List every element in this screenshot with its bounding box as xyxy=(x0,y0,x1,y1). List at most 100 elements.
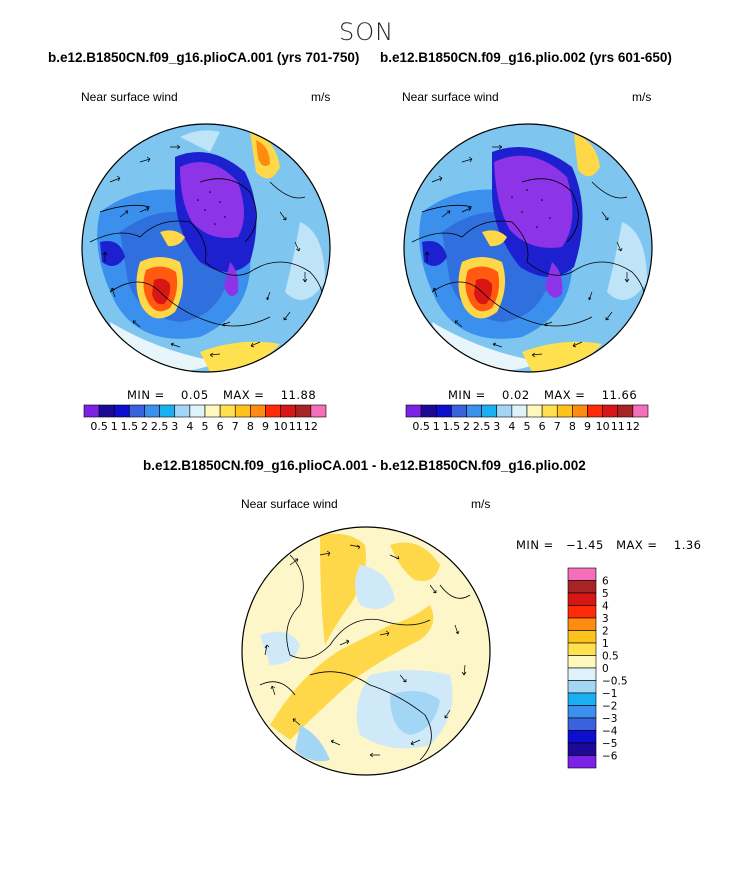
colorbar-1-swatch xyxy=(83,404,100,418)
panel-2-max-label: MAX = xyxy=(543,388,586,402)
colorbar-2-tick-label: 12 xyxy=(626,420,640,433)
panel-1-units-label: m/s xyxy=(311,90,331,104)
colorbar-1-swatch xyxy=(295,404,312,418)
colorbar-1-tick-label: 1 xyxy=(111,420,118,433)
colorbar-3-tick-label: −3 xyxy=(602,713,617,725)
colorbar-3-swatch xyxy=(567,630,597,644)
colorbar-1-tick-label: 6 xyxy=(217,420,224,433)
colorbar-3-swatch xyxy=(567,755,597,769)
colorbar-1-swatch xyxy=(144,404,160,418)
colorbar-2-tick-label: 11 xyxy=(611,420,625,433)
colorbar-2-swatch xyxy=(556,404,573,418)
panel-3-max-value: 1.36 xyxy=(673,538,702,552)
panel-1-max-label: MAX = xyxy=(222,388,265,402)
panel-1-min-label: MIN = xyxy=(127,388,165,402)
colorbar-1-swatch xyxy=(98,404,115,418)
colorbar-3-swatch xyxy=(567,667,597,681)
colorbar-1-swatch xyxy=(265,404,281,418)
panel-1-minmax: MIN = 0.05 MAX = 11.88 xyxy=(127,388,316,402)
colorbar-1-tick-label: 1.5 xyxy=(121,420,139,433)
panel-2-title: b.e12.B1850CN.f09_g16.plio.002 (yrs 601-… xyxy=(380,50,672,65)
colorbar-1-swatch xyxy=(204,404,221,418)
panel-3-variable-label: Near surface wind xyxy=(241,497,338,511)
colorbar-2-swatch xyxy=(572,404,588,418)
colorbar-1-tick-label: 0.5 xyxy=(90,420,108,433)
colorbar-2-swatch xyxy=(420,404,437,418)
panel-1-title: b.e12.B1850CN.f09_g16.plioCA.001 (yrs 70… xyxy=(48,50,360,65)
colorbar-3-tick-label: 2 xyxy=(602,626,609,638)
colorbar-1-tick-label: 2.5 xyxy=(151,420,169,433)
colorbar-1-tick-label: 10 xyxy=(274,420,288,433)
colorbar-panel-1: 0.5 1 1.5 2 2.5 3 4 5 6 7 8 9 10 11 12 xyxy=(83,404,327,433)
panel-1-max-value: 11.88 xyxy=(280,388,317,402)
colorbar-1-swatch xyxy=(280,404,297,418)
colorbar-3-tick-label: 5 xyxy=(602,588,609,600)
colorbar-3-tick-label: 4 xyxy=(602,601,609,613)
colorbar-1-tick-label: 8 xyxy=(247,420,254,433)
colorbar-3-tick-label: −1 xyxy=(602,688,617,700)
colorbar-2-tick-label: 6 xyxy=(539,420,546,433)
colorbar-1-swatch xyxy=(129,404,145,418)
colorbar-3-tick-label: −5 xyxy=(602,738,617,750)
colorbar-2-tick-label: 5 xyxy=(524,420,531,433)
colorbar-2-tick-label: 3 xyxy=(493,420,500,433)
colorbar-2-swatch xyxy=(617,404,634,418)
polar-map-panel-1 xyxy=(81,123,331,373)
colorbar-panel-2: 0.5 1 1.5 2 2.5 3 4 5 6 7 8 9 10 11 12 xyxy=(405,404,649,433)
colorbar-1-swatch xyxy=(189,404,206,418)
colorbar-2-tick-label: 8 xyxy=(569,420,576,433)
panel-2-variable-label: Near surface wind xyxy=(402,90,499,104)
panel-2-units-label: m/s xyxy=(632,90,652,104)
colorbar-3-swatch xyxy=(567,580,597,594)
colorbar-1-tick-label: 11 xyxy=(289,420,303,433)
panel-2-max-value: 11.66 xyxy=(601,388,638,402)
colorbar-2-tick-label: 2 xyxy=(463,420,470,433)
colorbar-2-swatch xyxy=(511,404,528,418)
colorbar-2-swatch xyxy=(496,404,513,418)
colorbar-3-swatch xyxy=(567,617,597,631)
colorbar-3-swatch xyxy=(567,567,597,581)
colorbar-3-swatch xyxy=(567,680,597,694)
panel-2-minmax: MIN = 0.02 MAX = 11.66 xyxy=(448,388,637,402)
colorbar-2-tick-label: 9 xyxy=(584,420,591,433)
colorbar-3-tick-label: 0.5 xyxy=(602,651,619,663)
panel-1-min-value: 0.05 xyxy=(181,388,209,402)
colorbar-3-tick-label: −0.5 xyxy=(602,676,628,688)
colorbar-3-swatch xyxy=(567,592,597,606)
colorbar-2-swatch xyxy=(405,404,422,418)
colorbar-2-swatch xyxy=(526,404,543,418)
colorbar-3-tick-label: 3 xyxy=(602,613,609,625)
colorbar-2-tick-label: 1.5 xyxy=(443,420,461,433)
colorbar-2-tick-label: 7 xyxy=(554,420,561,433)
colorbar-3-tick-label: 1 xyxy=(602,638,609,650)
colorbar-1-swatch xyxy=(310,404,327,418)
colorbar-3-tick-label: −4 xyxy=(602,726,618,738)
colorbar-3-swatch xyxy=(567,605,597,619)
colorbar-3-tick-label: −2 xyxy=(602,701,617,713)
colorbar-1-tick-label: 12 xyxy=(304,420,318,433)
panel-2-min-label: MIN = xyxy=(448,388,486,402)
panel-3-max-label: MAX = xyxy=(616,538,658,552)
colorbar-3-tick-label: −6 xyxy=(602,751,618,763)
colorbar-2-swatch xyxy=(481,404,498,418)
colorbar-1-swatch xyxy=(219,404,236,418)
colorbar-1-tick-label: 9 xyxy=(262,420,269,433)
colorbar-1-swatch xyxy=(174,404,191,418)
colorbar-3-swatch xyxy=(567,742,597,756)
colorbar-2-tick-label: 2.5 xyxy=(473,420,491,433)
colorbar-1-tick-label: 3 xyxy=(171,420,178,433)
colorbar-1-tick-label: 2 xyxy=(141,420,148,433)
colorbar-1-tick-label: 5 xyxy=(202,420,209,433)
polar-map-panel-2 xyxy=(403,123,653,373)
colorbar-1-swatch xyxy=(159,404,176,418)
colorbar-1-swatch xyxy=(113,404,130,418)
colorbar-2-tick-label: 10 xyxy=(596,420,610,433)
colorbar-1-tick-label: 4 xyxy=(186,420,193,433)
colorbar-2-swatch xyxy=(466,404,482,418)
colorbar-3-swatch xyxy=(567,642,597,656)
colorbar-3-tick-label: 0 xyxy=(602,663,609,675)
colorbar-2-tick-label: 1 xyxy=(433,420,440,433)
colorbar-2-swatch xyxy=(435,404,452,418)
colorbar-3-swatch xyxy=(567,730,597,744)
colorbar-2-tick-label: 4 xyxy=(508,420,515,433)
